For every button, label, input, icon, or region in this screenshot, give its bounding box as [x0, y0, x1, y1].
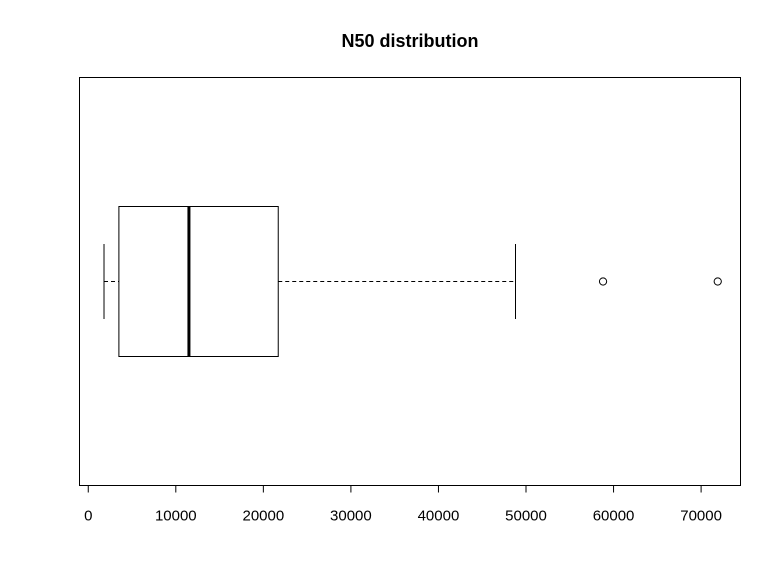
- interquartile-box: [118, 206, 279, 357]
- outlier-point: [713, 277, 722, 286]
- x-tick-label: 0: [84, 508, 92, 525]
- x-tick-label: 30000: [330, 508, 372, 525]
- x-tick-label: 50000: [505, 508, 547, 525]
- chart-title: N50 distribution: [341, 31, 478, 51]
- x-axis: 0 10000 20000 30000 40000 50000 60000 70000: [84, 485, 722, 525]
- x-tick-label: 20000: [242, 508, 284, 525]
- x-tick-label: 40000: [418, 508, 460, 525]
- outlier-point: [598, 277, 608, 286]
- x-tick-label: 10000: [155, 508, 197, 525]
- x-tick-label: 60000: [593, 508, 635, 525]
- boxplot-group: [103, 206, 722, 357]
- x-tick-label: 70000: [680, 508, 722, 525]
